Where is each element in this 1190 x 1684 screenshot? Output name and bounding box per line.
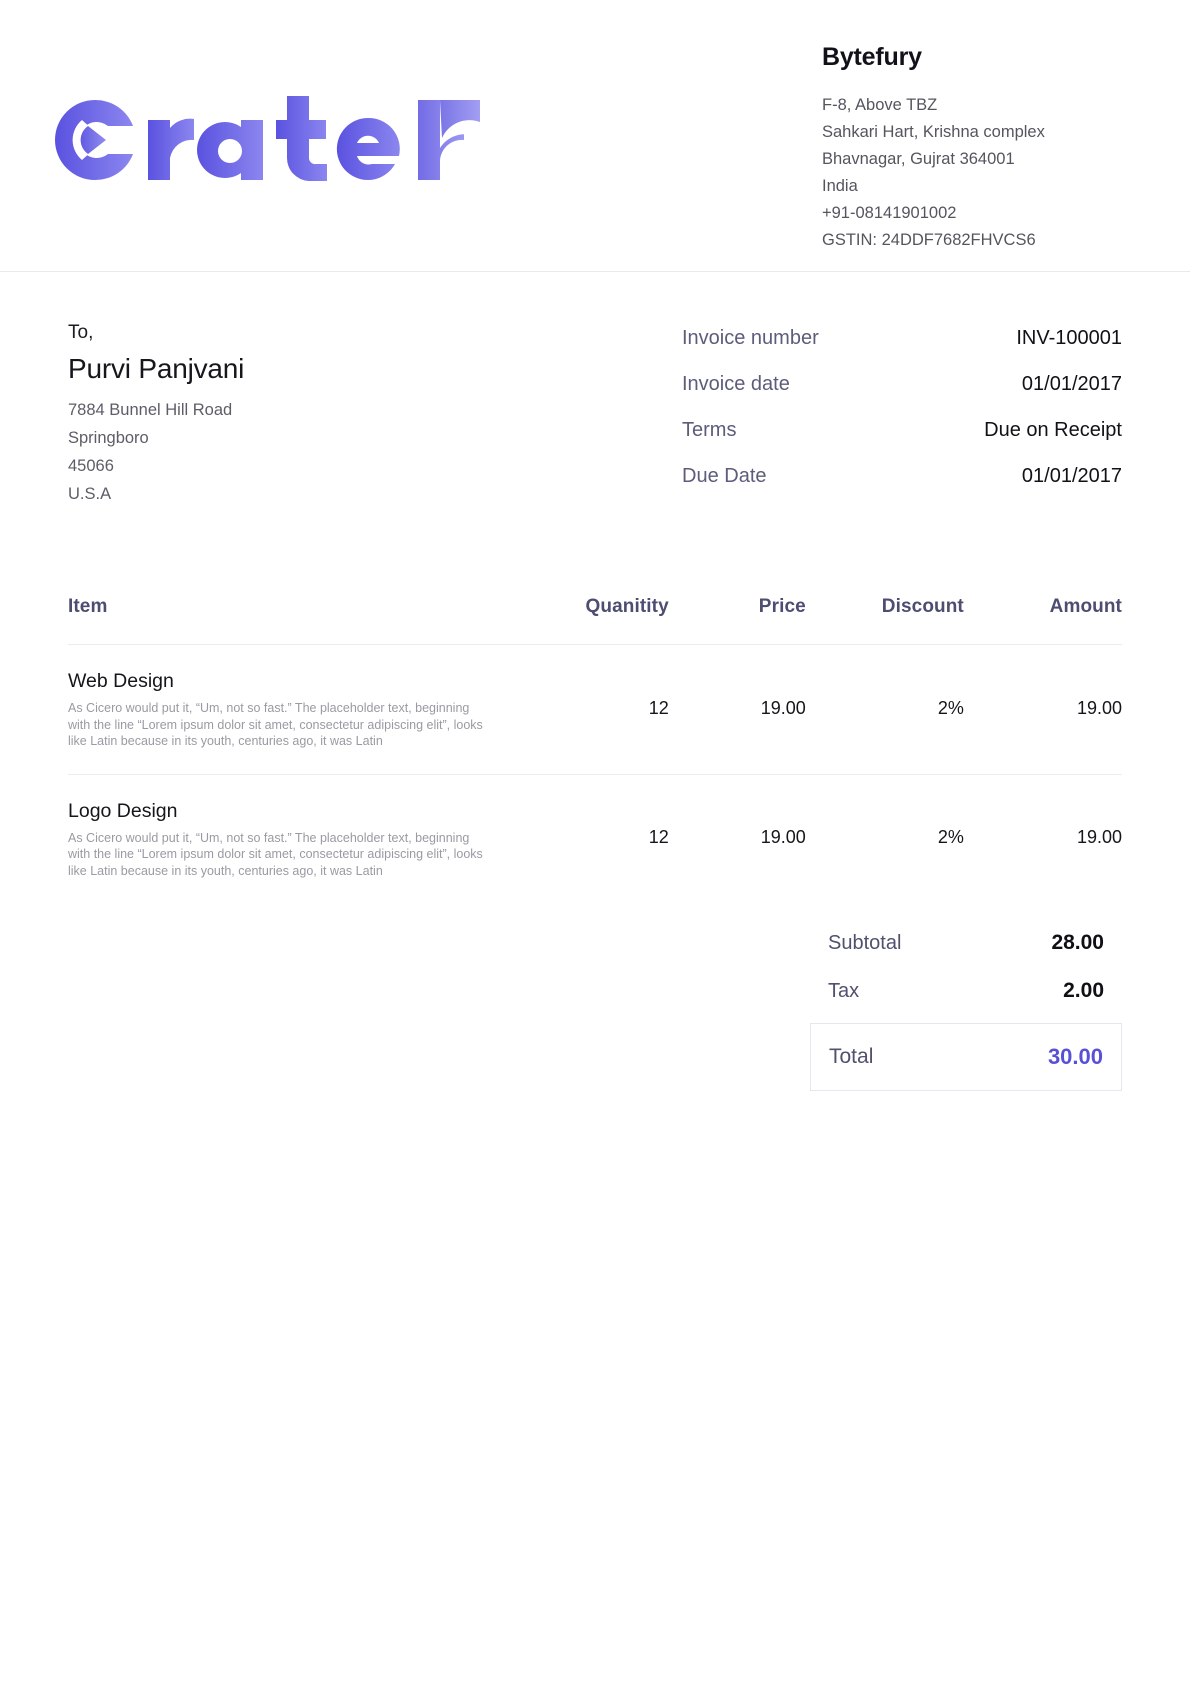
header-quantity: Quanitity [585,596,669,617]
field-invoice-number: Invoice number INV-100001 [682,324,1122,352]
cell-quantity: 12 [531,773,669,903]
field-invoice-date: Invoice date 01/01/2017 [682,370,1122,398]
table-header-row: Item Quanitity Price Discount Amount [68,596,1122,645]
item-description: As Cicero would put it, “Um, not so fast… [68,830,483,878]
company-phone: +91-08141901002 [822,204,957,222]
bill-to-block: To, Purvi Panjvani 7884 Bunnel Hill Road… [68,318,588,508]
to-label: To, [68,322,94,343]
grand-total-label: Total [829,1045,874,1068]
cell-price: 19.00 [668,773,806,903]
client-name: Purvi Panjvani [68,353,245,384]
header-price: Price [758,596,806,617]
client-address-line: Springboro [68,429,149,447]
table-header: Item Quanitity Price Discount Amount [68,596,1122,645]
subtotal-label: Subtotal [828,932,902,954]
cell-amount: 19.00 [963,644,1122,774]
field-label: Due Date [682,465,767,487]
invoice-meta-section: To, Purvi Panjvani 7884 Bunnel Hill Road… [0,272,1190,508]
item-name: Web Design [68,670,174,692]
company-block: Bytefury F-8, Above TBZ Sahkari Hart, Kr… [822,40,1122,254]
tax-label: Tax [828,980,860,1002]
company-address: F-8, Above TBZ Sahkari Hart, Krishna com… [822,92,1122,254]
cell-discount: 2% [805,644,964,774]
field-value: 01/01/2017 [1021,465,1122,487]
company-address-line: F-8, Above TBZ [822,96,938,114]
field-due-date: Due Date 01/01/2017 [682,462,1122,490]
field-value: INV-100001 [1016,327,1122,349]
company-address-line: India [822,177,858,195]
grand-total-value: 30.00 [1047,1044,1103,1069]
invoice-fields: Invoice number INV-100001 Invoice date 0… [682,318,1122,508]
client-address-line: 45066 [68,457,114,475]
totals-block: Subtotal 28.00 Tax 2.00 Total 30.00 [810,903,1122,1091]
cell-quantity: 12 [531,644,669,774]
client-address-line: 7884 Bunnel Hill Road [68,401,233,419]
field-value: 01/01/2017 [1021,373,1122,395]
line-items-table: Item Quanitity Price Discount Amount Web… [68,596,1122,903]
grand-total-row: Total 30.00 [810,1023,1122,1091]
tax-row: Tax 2.00 [810,975,1122,1007]
table-body: Web Design As Cicero would put it, “Um, … [68,644,1122,903]
field-label: Invoice number [682,327,819,349]
field-label: Terms [682,419,737,441]
header-amount: Amount [1049,596,1122,617]
invoice-header: Bytefury F-8, Above TBZ Sahkari Hart, Kr… [0,0,1190,272]
field-terms: Terms Due on Receipt [682,416,1122,444]
line-items-section: Item Quanitity Price Discount Amount Web… [68,596,1122,903]
crater-logo-icon [55,96,480,181]
cell-item: Logo Design As Cicero would put it, “Um,… [68,773,532,903]
header-item: Item [68,596,108,617]
company-name: Bytefury [822,43,922,71]
cell-item: Web Design As Cicero would put it, “Um, … [68,644,532,774]
cell-price: 19.00 [668,644,806,774]
field-value: Due on Receipt [984,419,1122,441]
company-address-line: Bhavnagar, Gujrat 364001 [822,150,1015,168]
header-discount: Discount [881,596,964,617]
company-address-line: Sahkari Hart, Krishna complex [822,123,1045,141]
client-address-line: U.S.A [68,485,112,503]
item-description: As Cicero would put it, “Um, not so fast… [68,701,483,748]
crater-logo [48,40,480,188]
cell-discount: 2% [805,773,964,903]
item-name: Logo Design [68,799,178,822]
totals-section: Subtotal 28.00 Tax 2.00 Total 30.00 [68,903,1122,1091]
tax-value: 2.00 [1063,979,1104,1002]
field-label: Invoice date [682,373,790,395]
table-row: Web Design As Cicero would put it, “Um, … [68,644,1122,774]
subtotal-row: Subtotal 28.00 [810,927,1122,959]
subtotal-value: 28.00 [1051,931,1104,954]
table-row: Logo Design As Cicero would put it, “Um,… [68,773,1122,903]
company-gstin: GSTIN: 24DDF7682FHVCS6 [822,231,1036,249]
cell-amount: 19.00 [963,773,1122,903]
